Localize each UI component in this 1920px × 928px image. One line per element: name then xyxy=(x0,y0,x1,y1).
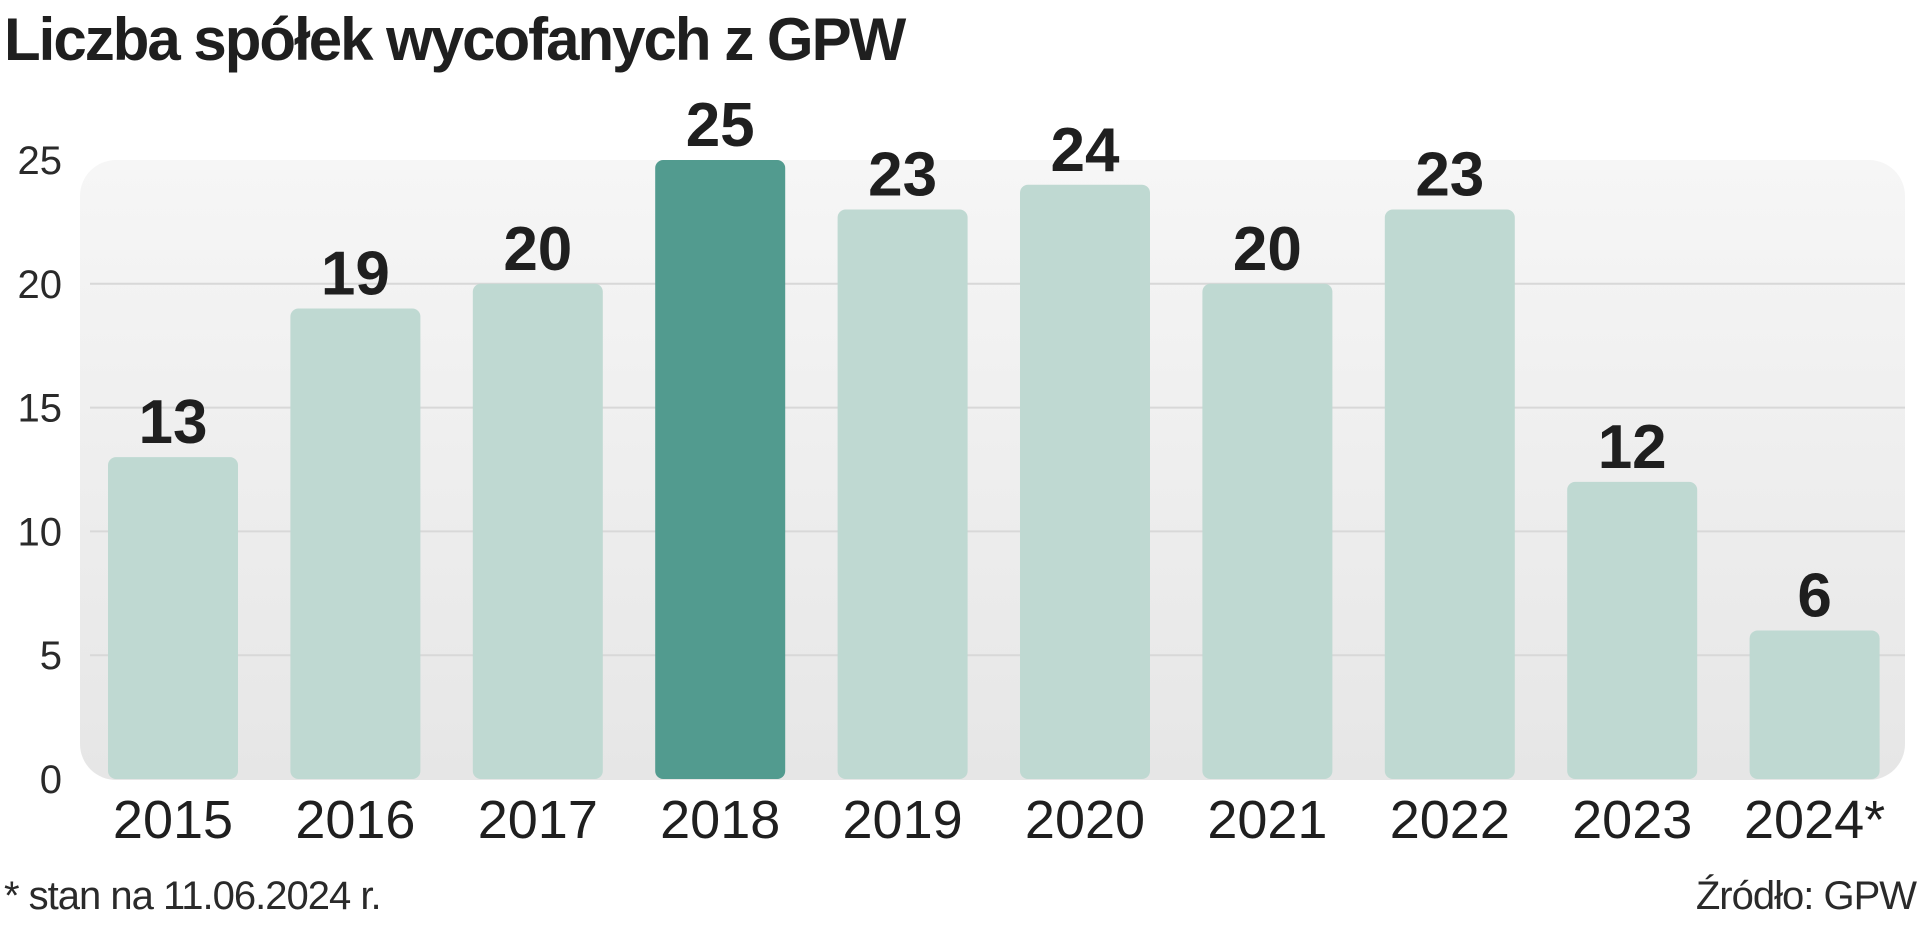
footnote: * stan na 11.06.2024 r. xyxy=(4,874,382,918)
y-tick-label: 0 xyxy=(40,758,62,802)
y-tick-label: 5 xyxy=(40,634,62,678)
bar-2017 xyxy=(472,283,603,779)
y-tick-label: 15 xyxy=(18,387,63,431)
bar-2019 xyxy=(837,209,968,779)
data-label: 12 xyxy=(1598,413,1667,482)
x-tick-label: 2022 xyxy=(1390,790,1510,850)
x-tick-label: 2019 xyxy=(843,790,963,850)
x-tick-label: 2017 xyxy=(478,790,598,850)
y-axis: 0 5 10 15 20 25 xyxy=(18,139,63,802)
bar-2015 xyxy=(108,457,238,779)
data-labels: 13 19 20 25 23 24 20 23 12 6 xyxy=(139,91,1832,630)
bars xyxy=(108,160,1880,779)
bar-2022 xyxy=(1384,209,1515,779)
data-label: 13 xyxy=(139,388,208,457)
data-label: 19 xyxy=(321,240,390,309)
y-tick-label: 20 xyxy=(18,263,63,307)
data-label: 24 xyxy=(1051,116,1120,185)
x-tick-label: 2018 xyxy=(660,790,780,850)
y-tick-label: 25 xyxy=(18,139,63,183)
bar-2021 xyxy=(1202,283,1333,779)
data-label: 20 xyxy=(503,215,572,284)
data-label: 6 xyxy=(1797,561,1831,630)
x-tick-label: 2015 xyxy=(113,790,233,850)
bar-2024 xyxy=(1749,630,1880,779)
x-tick-label: 2024* xyxy=(1744,790,1885,850)
x-tick-label: 2020 xyxy=(1025,790,1145,850)
y-tick-label: 10 xyxy=(18,510,63,554)
x-axis: 2015 2016 2017 2018 2019 2020 2021 2022 2023 2024… xyxy=(113,790,1885,850)
data-label: 23 xyxy=(1415,141,1484,210)
data-label: 25 xyxy=(686,91,755,160)
chart-title: Liczba spółek wycofanych z GPW xyxy=(4,6,906,73)
bar-2023 xyxy=(1567,481,1698,779)
data-label: 23 xyxy=(868,141,937,210)
bar-2016 xyxy=(290,308,421,779)
x-tick-label: 2021 xyxy=(1207,790,1327,850)
bar-2020 xyxy=(1020,184,1150,779)
x-tick-label: 2023 xyxy=(1572,790,1692,850)
source-note: Źródło: GPW xyxy=(1695,874,1917,918)
data-label: 20 xyxy=(1233,215,1302,284)
x-tick-label: 2016 xyxy=(295,790,415,850)
bar-2018 xyxy=(655,160,786,779)
